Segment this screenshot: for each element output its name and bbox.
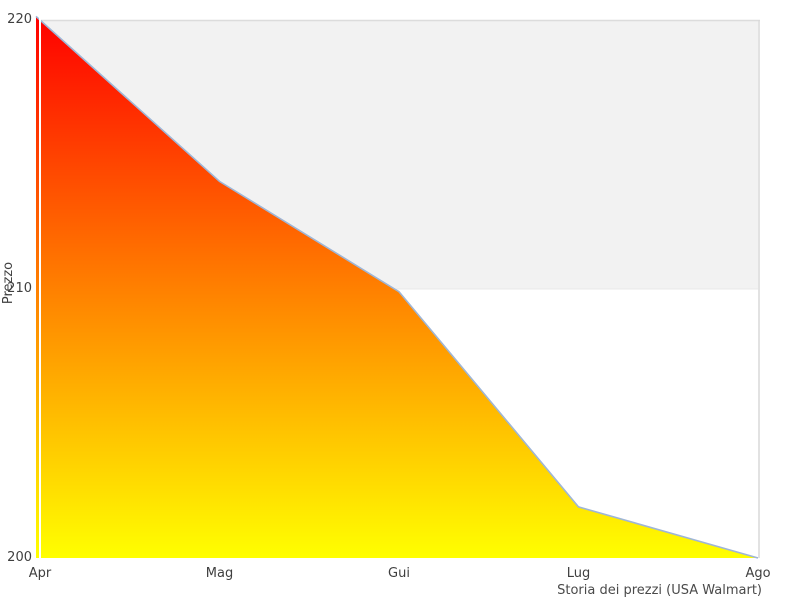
chart-caption: Storia dei prezzi (USA Walmart) — [557, 583, 762, 598]
x-tick-label: Lug — [566, 566, 591, 581]
x-tick-label: Gui — [388, 566, 410, 581]
y-tick-label: 210 — [7, 281, 32, 296]
x-tick-label: Apr — [28, 566, 52, 581]
y-tick-label: 220 — [7, 12, 32, 27]
price-area — [36, 16, 758, 558]
axis-overlay-line — [39, 15, 41, 558]
x-tick-label: Ago — [745, 566, 771, 581]
y-tick-label: 200 — [7, 550, 32, 565]
x-tick-label: Mag — [205, 566, 234, 581]
